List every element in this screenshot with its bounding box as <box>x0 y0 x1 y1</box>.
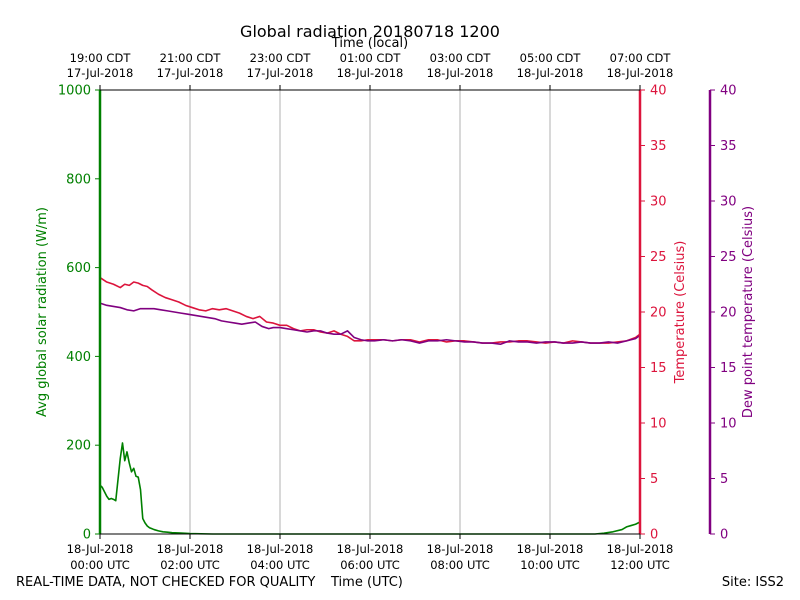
radiation-tick-label: 200 <box>66 439 91 454</box>
local-tick-time: 21:00 CDT <box>160 51 222 65</box>
dewpoint-axis-label: Dew point temperature (Celsius) <box>741 206 756 418</box>
temperature-tick-label: 5 <box>650 472 658 487</box>
dewpoint-tick-label: 35 <box>720 139 737 154</box>
radiation-tick-label: 0 <box>83 528 91 543</box>
temperature-tick-label: 15 <box>650 361 667 376</box>
local-tick-time: 19:00 CDT <box>70 51 132 65</box>
temperature-tick-label: 20 <box>650 306 667 321</box>
utc-tick-time: 02:00 UTC <box>160 558 220 572</box>
local-tick-date: 18-Jul-2018 <box>607 66 674 80</box>
local-tick-time: 23:00 CDT <box>250 51 312 65</box>
local-tick-time: 03:00 CDT <box>430 51 492 65</box>
utc-tick-date: 18-Jul-2018 <box>517 542 584 556</box>
temperature-tick-label: 40 <box>650 84 667 99</box>
local-tick-date: 17-Jul-2018 <box>247 66 314 80</box>
top-axis-label: Time (local) <box>331 36 408 51</box>
radiation-tick-label: 1000 <box>58 84 91 99</box>
dewpoint-tick-label: 15 <box>720 361 737 376</box>
local-tick-time: 05:00 CDT <box>520 51 582 65</box>
temperature-tick-label: 0 <box>650 528 658 543</box>
temperature-tick-label: 10 <box>650 417 667 432</box>
quality-disclaimer: REAL-TIME DATA, NOT CHECKED FOR QUALITY <box>16 575 316 590</box>
dewpoint-tick-label: 30 <box>720 195 737 210</box>
utc-tick-date: 18-Jul-2018 <box>247 542 314 556</box>
utc-tick-date: 18-Jul-2018 <box>607 542 674 556</box>
local-tick-date: 17-Jul-2018 <box>67 66 134 80</box>
utc-tick-time: 10:00 UTC <box>520 558 580 572</box>
grid-lines <box>189 90 551 534</box>
utc-tick-date: 18-Jul-2018 <box>427 542 494 556</box>
dewpoint-tick-label: 0 <box>720 528 728 543</box>
site-label: Site: ISS2 <box>721 575 784 590</box>
dewpoint-axis-ticks: 0 5 10 15 20 25 30 35 40 <box>710 84 737 543</box>
utc-tick-time: 08:00 UTC <box>430 558 490 572</box>
utc-tick-date: 18-Jul-2018 <box>67 542 134 556</box>
temperature-axis-ticks: 0 5 10 15 20 25 30 35 40 <box>640 84 667 543</box>
utc-tick-time: 04:00 UTC <box>250 558 310 572</box>
radiation-tick-label: 600 <box>66 261 91 276</box>
local-tick-time: 07:00 CDT <box>610 51 672 65</box>
radiation-tick-label: 800 <box>66 172 91 187</box>
local-tick-date: 18-Jul-2018 <box>517 66 584 80</box>
utc-tick-date: 18-Jul-2018 <box>157 542 224 556</box>
dewpoint-tick-label: 10 <box>720 417 737 432</box>
dewpoint-line <box>99 302 641 345</box>
utc-tick-time: 12:00 UTC <box>610 558 670 572</box>
dewpoint-tick-label: 20 <box>720 306 737 321</box>
radiation-axis-ticks: 0 200 400 600 800 1000 <box>58 84 100 543</box>
dewpoint-tick-label: 40 <box>720 84 737 99</box>
local-tick-time: 01:00 CDT <box>340 51 402 65</box>
utc-axis-ticks: 18-Jul-2018 00:00 UTC 18-Jul-2018 02:00 UTC… <box>67 534 674 572</box>
temperature-line <box>99 276 641 344</box>
radiation-axis-label: Avg global solar radiation (W/m) <box>35 207 50 417</box>
utc-tick-time: 06:00 UTC <box>340 558 400 572</box>
radiation-tick-label: 400 <box>66 350 91 365</box>
utc-tick-time: 00:00 UTC <box>70 558 130 572</box>
temperature-axis-label: Temperature (Celsius) <box>673 241 688 385</box>
local-tick-date: 18-Jul-2018 <box>337 66 404 80</box>
dewpoint-tick-label: 5 <box>720 472 728 487</box>
local-tick-date: 18-Jul-2018 <box>427 66 494 80</box>
temperature-tick-label: 35 <box>650 139 667 154</box>
temperature-tick-label: 25 <box>650 250 667 265</box>
x-axis-label: Time (UTC) <box>331 575 403 590</box>
dewpoint-tick-label: 25 <box>720 250 737 265</box>
local-tick-date: 17-Jul-2018 <box>157 66 224 80</box>
utc-tick-date: 18-Jul-2018 <box>337 542 404 556</box>
temperature-tick-label: 30 <box>650 195 667 210</box>
chart-title: Global radiation 20180718 1200 <box>240 22 500 41</box>
